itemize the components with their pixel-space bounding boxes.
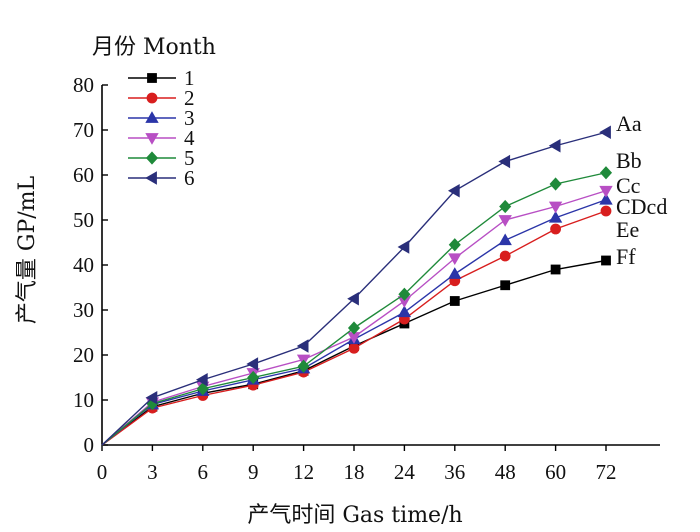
data-point [599,192,613,205]
data-point [500,280,511,291]
x-tick-label: 36 [444,460,465,484]
y-tick-label: 40 [73,253,94,277]
data-point [145,391,158,405]
legend-label: 4 [184,126,195,150]
x-tick-label: 9 [248,460,259,484]
data-point [195,373,208,387]
data-point [397,305,412,318]
legend-label: 2 [184,86,195,110]
series-6 [101,125,611,446]
data-point [599,166,613,180]
data-point [499,199,512,214]
data-point [599,125,611,139]
x-tick-label: 0 [97,460,108,484]
data-point [397,240,410,254]
legend-marker [145,171,157,185]
data-point [449,296,460,306]
data-point [600,205,612,217]
data-point [246,357,259,371]
y-tick-label: 80 [73,73,94,97]
series-4 [101,185,613,446]
data-point [297,359,310,373]
data-point [498,154,511,169]
legend-label: 1 [184,66,195,90]
x-axis-title: 产气时间 Gas time/h [247,503,462,528]
y-tick-label: 0 [84,433,95,457]
end-label: Cc [616,173,641,198]
data-point [196,382,209,396]
y-tick-label: 70 [73,118,94,142]
data-point [296,339,309,353]
end-label: Aa [616,111,642,136]
x-tick-label: 3 [147,460,158,484]
data-point [601,255,611,266]
data-point [498,215,512,227]
y-axis-title: 产气量 GP/mL [15,175,40,324]
data-point [549,177,562,191]
y-tick-label: 20 [73,343,94,367]
legend-label: 5 [184,146,195,170]
data-point [499,250,511,262]
data-point [448,238,461,252]
data-point [347,292,359,306]
legend-marker [146,92,158,104]
end-label: Bb [616,148,642,173]
legend-title: 月份 Month [92,35,216,60]
x-tick-label: 72 [596,460,617,484]
legend-label: 3 [184,106,195,130]
series-5 [101,166,613,446]
data-point [447,184,460,198]
x-tick-label: 60 [545,460,566,484]
data-point [448,253,462,266]
data-point [550,223,561,235]
end-label: Ff [616,244,636,269]
data-point [398,287,411,301]
x-tick-label: 18 [344,460,365,484]
data-point [548,139,561,153]
legend-marker [145,111,159,123]
y-tick-label: 50 [73,208,94,232]
x-tick-label: 48 [495,460,516,484]
x-tick-label: 24 [394,460,416,484]
data-point [548,201,563,214]
data-point [448,267,462,279]
data-point [347,321,361,335]
legend-marker [147,73,157,83]
data-point [498,233,512,246]
data-point [548,210,563,223]
y-tick-label: 60 [73,163,94,187]
end-label: CDcd [616,194,667,219]
y-tick-label: 30 [73,298,94,322]
legend-marker [145,151,159,165]
y-tick-label: 10 [73,388,94,412]
data-point [550,264,561,275]
data-point [348,342,360,354]
x-tick-label: 6 [198,460,209,484]
x-tick-label: 12 [293,460,314,484]
series-3 [101,192,613,446]
end-label: Ee [616,217,639,242]
legend-label: 6 [184,166,195,190]
legend-marker [145,133,159,145]
data-point [247,370,260,385]
data-point [599,185,613,198]
